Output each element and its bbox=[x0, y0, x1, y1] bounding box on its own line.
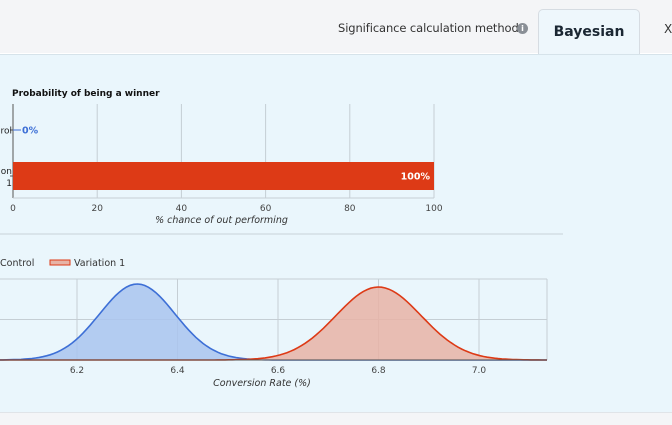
tab-next[interactable]: X bbox=[664, 22, 672, 36]
x-axis-title: % chance of out performing bbox=[155, 215, 288, 226]
data-label: 0% bbox=[22, 126, 39, 137]
series-area bbox=[0, 284, 547, 360]
info-icon[interactable]: i bbox=[517, 23, 528, 34]
method-label: Significance calculation method: bbox=[338, 21, 523, 35]
x-tick-label: 7.0 bbox=[472, 366, 487, 376]
x-tick-label: 6.2 bbox=[70, 366, 84, 376]
legend-label: Variation 1 bbox=[74, 258, 125, 269]
bottom-strip bbox=[0, 412, 672, 425]
x-tick-label: 40 bbox=[176, 204, 188, 214]
category-label: rol bbox=[0, 127, 12, 137]
x-tick-label: 60 bbox=[260, 204, 272, 214]
x-tick-label: 0 bbox=[10, 204, 16, 214]
x-tick-label: 6.4 bbox=[170, 366, 185, 376]
x-axis-title: Conversion Rate (%) bbox=[213, 378, 311, 389]
category-label: 1 bbox=[6, 179, 12, 189]
winner-chart-title: Probability of being a winner bbox=[12, 89, 160, 99]
top-bar: Significance calculation method: i Bayes… bbox=[0, 0, 672, 55]
legend-swatch bbox=[49, 259, 71, 266]
x-tick-label: 6.6 bbox=[271, 366, 286, 376]
legend-label: Control bbox=[0, 258, 34, 269]
x-tick-label: 80 bbox=[344, 204, 356, 214]
data-label: 100% bbox=[401, 172, 431, 183]
x-tick-label: 20 bbox=[91, 204, 103, 214]
bar bbox=[13, 162, 434, 190]
tab-bayesian[interactable]: Bayesian bbox=[538, 9, 640, 55]
x-tick-label: 100 bbox=[425, 204, 442, 214]
category-label: on bbox=[1, 167, 12, 177]
x-tick-label: 6.8 bbox=[371, 366, 386, 376]
